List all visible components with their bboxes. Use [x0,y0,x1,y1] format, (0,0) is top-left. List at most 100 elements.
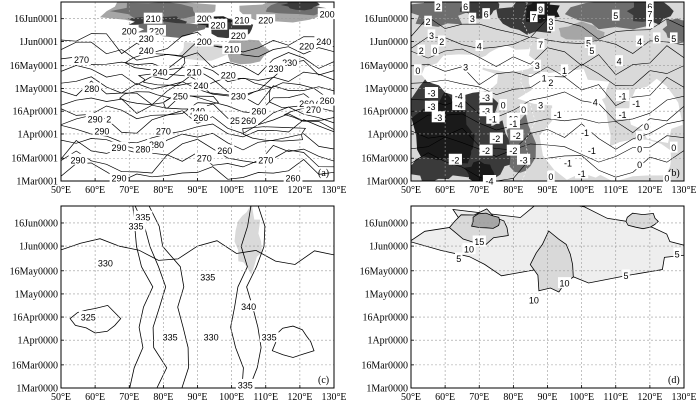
contour-label-bg [259,331,279,343]
contour-label-bg [663,171,671,183]
contour-label: -3 [482,107,490,117]
contour-label-bg [652,32,661,44]
contour-line [61,31,334,55]
x-tick-label: 130°E [671,392,696,403]
y-tick-label: 1Jun0000 [19,242,58,253]
contour-label: 240 [316,37,331,47]
panel-a: 50°E 60°E 70°E 80°E 90°E 100°E 110°E 120°E 130°E… [10,1,347,196]
x-tick-label: 50°E [401,392,421,403]
contour-label-bg [136,32,156,44]
contour-label: 280 [135,145,150,155]
contour-label-bg [533,59,542,71]
y-tick-label: 1Jun0001 [19,37,58,48]
contour-label-bg [547,15,555,27]
y-tick-label: 1May0000 [365,289,408,300]
contour-label-bg [591,96,600,108]
contour-label-bg [427,29,436,41]
contour-label: 220 [210,20,225,30]
contour-label-bg [239,300,259,312]
contour-label: -3 [427,89,435,99]
contour-label: 270 [156,126,171,136]
contour-label: 10 [560,279,570,289]
contour-label: 260 [241,116,256,126]
contour-label: 200 [320,10,335,20]
contour-label: -4 [455,101,463,111]
contour-label: 2 [106,114,111,124]
contour-label: 3 [548,17,553,27]
contour-label-bg [642,120,651,132]
contour-label-bg [479,91,493,103]
contour-label-bg [95,257,115,269]
contour-label-bg [635,131,644,143]
contour-label-bg [530,11,538,23]
contour-label-bg [229,29,248,41]
contour-label: -2 [513,131,521,141]
contour-label-bg [635,158,644,170]
x-tick-label: 50°E [51,392,71,403]
contour-label: -2 [509,146,517,156]
y-tick-label: 1Apr0000 [367,336,408,347]
contour-label: 270 [74,55,89,65]
contour-label: -2 [451,155,459,165]
contour-label-bg [588,44,596,56]
contour-label: 340 [241,302,256,312]
contour-label: -4 [485,177,493,187]
x-tick-label: 60°E [85,392,105,403]
contour-label-bg [510,129,524,141]
contour-label: 7 [647,19,652,29]
contour-label-bg [584,36,593,48]
contour-line [411,36,684,54]
contour-label: 6 [647,2,652,12]
contour-label-bg [109,171,129,183]
contour-label-bg [283,171,303,183]
contour-label: 210 [146,14,161,24]
y-tick-label: 1Apr0001 [17,129,58,140]
contour-label: 0 [637,160,642,170]
y-tick-label: 16Jun0000 [364,218,408,229]
contour-label: 0 [415,66,420,76]
x-tick-label: 120°E [637,392,662,403]
contour-label-bg [317,94,337,106]
x-tick-label: 80°E [503,392,523,403]
contour-label-bg [147,138,166,150]
x-tick-label: 100°E [569,392,594,403]
contour-label-bg [536,38,545,50]
contour-label: 220 [258,16,273,26]
contour-label: 335 [200,272,215,282]
x-tick-label: 130°E [321,185,346,196]
contour-label-bg [506,144,520,156]
y-tick-label: 16Jun0001 [14,14,58,25]
contour-line [69,304,122,334]
contour-label: 5 [586,38,591,48]
contour-label-bg [482,8,490,20]
x-tick-label: 120°E [287,392,312,403]
contour-label: -3 [482,93,490,103]
contour-label-bg [191,111,211,123]
contour-label-bg [235,378,255,390]
contour-label: -3 [434,113,442,123]
contour-label: 9 [538,5,543,15]
contour-line [137,72,196,86]
contour-label-bg [194,152,214,164]
contour-label-bg [215,144,235,156]
contour-label: 335 [163,333,178,343]
contour-label-bg [452,90,466,102]
contour-label-bg [68,153,88,165]
contour-label: 260 [286,173,301,183]
contour-label-bg [431,44,439,56]
y-tick-label: 16May0000 [360,266,408,277]
contour-label-bg [519,103,528,115]
contour-label: 230 [139,34,154,44]
contour-line [230,206,252,388]
x-tick-label: 100°E [219,392,244,403]
contour-label: 5 [671,34,676,44]
contour-label: 6 [484,10,489,20]
contour-label-bg [232,14,252,26]
contour-label: 3 [535,61,540,71]
contour-label: 260 [217,146,232,156]
contour-label: 6 [463,2,468,12]
x-tick-label: 100°E [219,185,244,196]
contour-label: 1 [542,73,547,83]
contour-label-bg [92,124,112,136]
contour-label-bg [256,153,276,165]
